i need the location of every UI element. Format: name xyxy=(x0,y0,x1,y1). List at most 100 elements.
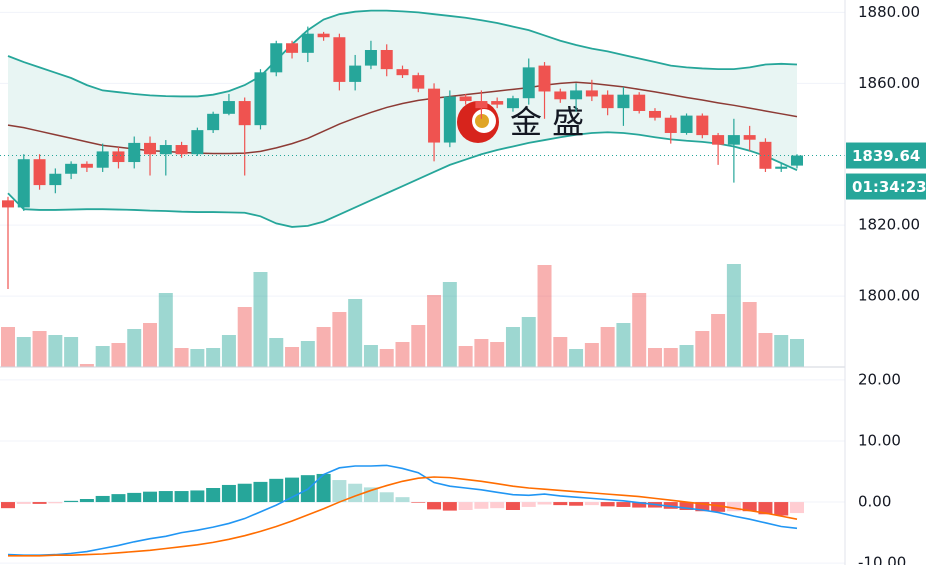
candle-body xyxy=(333,37,346,82)
volume-bar xyxy=(395,342,410,367)
candle-body xyxy=(412,75,425,89)
band-upper xyxy=(7,9,798,98)
candle-body xyxy=(144,142,157,155)
candle-body xyxy=(522,67,535,99)
macd-histogram-bar xyxy=(458,502,473,510)
volume-bar xyxy=(474,339,489,367)
candle-body xyxy=(506,98,519,109)
volume-bar xyxy=(48,335,63,367)
macd-histogram-bar xyxy=(32,502,47,504)
volume-bar xyxy=(64,337,79,367)
y-tick-label: 0.00 xyxy=(858,493,891,511)
y-tick-label: 1820.00 xyxy=(858,216,920,234)
macd-histogram-bar xyxy=(553,502,568,506)
macd-histogram-bar xyxy=(190,490,205,503)
macd-histogram-bar xyxy=(111,494,126,503)
candle-body xyxy=(617,94,630,109)
macd-histogram-bar xyxy=(411,502,426,503)
macd-histogram-bar xyxy=(711,502,726,512)
macd-histogram-bar xyxy=(348,483,363,503)
macd-histogram-bar xyxy=(269,478,284,503)
candle-body xyxy=(349,65,362,82)
candle-body xyxy=(317,33,330,38)
candle-body xyxy=(270,43,283,73)
candle-body xyxy=(743,135,756,140)
candle-body xyxy=(49,173,62,186)
volume-bar xyxy=(253,272,268,367)
volume-bar xyxy=(505,327,520,367)
volume-bar xyxy=(363,345,378,367)
volume-bar xyxy=(569,349,584,367)
volume-bar xyxy=(600,327,615,367)
volume-bar xyxy=(379,349,394,367)
macd-histogram-bar xyxy=(143,491,158,503)
volume-bar xyxy=(16,337,31,367)
volume-bar xyxy=(537,265,552,367)
volume-bar xyxy=(427,295,442,367)
macd-histogram-bar xyxy=(1,502,15,509)
macd-histogram-bar xyxy=(127,492,142,503)
band-fill xyxy=(8,10,797,227)
candle-body xyxy=(601,94,614,109)
volume-bar xyxy=(774,335,789,367)
volume-bar xyxy=(411,325,426,367)
volume-bar xyxy=(332,312,347,367)
macd-histogram-bar xyxy=(221,484,236,503)
macd-histogram-bar xyxy=(174,491,189,503)
volume-bar xyxy=(269,338,284,367)
volume-bar xyxy=(458,346,473,367)
volume-bar xyxy=(174,348,189,367)
candle-body xyxy=(128,142,141,163)
candle-body xyxy=(222,101,235,114)
volume-bar xyxy=(616,323,631,367)
candle-body xyxy=(2,200,14,208)
y-tick-label: 1800.00 xyxy=(858,287,920,305)
volume-bar xyxy=(695,331,710,367)
macd-histogram-bar xyxy=(158,491,173,503)
candle-body xyxy=(286,43,299,53)
volume-bar xyxy=(237,307,252,367)
candle-body xyxy=(680,115,693,133)
volume-bar xyxy=(206,348,221,367)
candle-body xyxy=(112,151,125,163)
macd-histogram-bar xyxy=(695,502,710,512)
candle-body xyxy=(80,163,93,168)
macd-histogram-bar xyxy=(48,502,63,504)
candle-body xyxy=(65,163,78,174)
candle-body xyxy=(33,159,46,186)
volume-bar xyxy=(111,343,126,367)
macd-histogram-bar xyxy=(537,502,552,505)
candle-body xyxy=(491,101,504,105)
volume-bar xyxy=(711,314,726,367)
countdown-label: 01:34:23 xyxy=(852,178,926,196)
volume-bar xyxy=(190,349,205,367)
candle-body xyxy=(459,96,472,102)
candle-body xyxy=(570,90,583,100)
volume-bar xyxy=(584,343,599,367)
volume-bar xyxy=(95,346,110,367)
macd-histogram-bar xyxy=(521,502,536,507)
macd-histogram-bar xyxy=(442,502,457,511)
volume-bar xyxy=(1,327,15,367)
candle-body xyxy=(633,94,646,111)
candle-body xyxy=(443,96,456,143)
candle-body xyxy=(96,151,109,168)
macd-line xyxy=(7,464,798,557)
volume-bar xyxy=(742,302,757,367)
volume-bar xyxy=(127,329,142,367)
macd-histogram-bar xyxy=(206,488,221,503)
volume-bar xyxy=(300,341,315,367)
signal-line xyxy=(8,476,798,557)
candle-body xyxy=(207,113,220,131)
candle-body xyxy=(759,141,772,169)
macd-histogram-bar xyxy=(505,502,520,510)
macd-histogram-bar xyxy=(285,477,300,503)
volume-bar xyxy=(647,348,662,367)
macd-histogram-bar xyxy=(774,502,789,516)
macd-histogram-bar xyxy=(379,492,394,503)
candle-body xyxy=(475,101,488,109)
countdown-box xyxy=(846,173,926,200)
watermark: 金 盛 xyxy=(510,103,584,141)
volume-bar xyxy=(143,323,158,367)
macd-histogram-bar xyxy=(679,502,694,510)
